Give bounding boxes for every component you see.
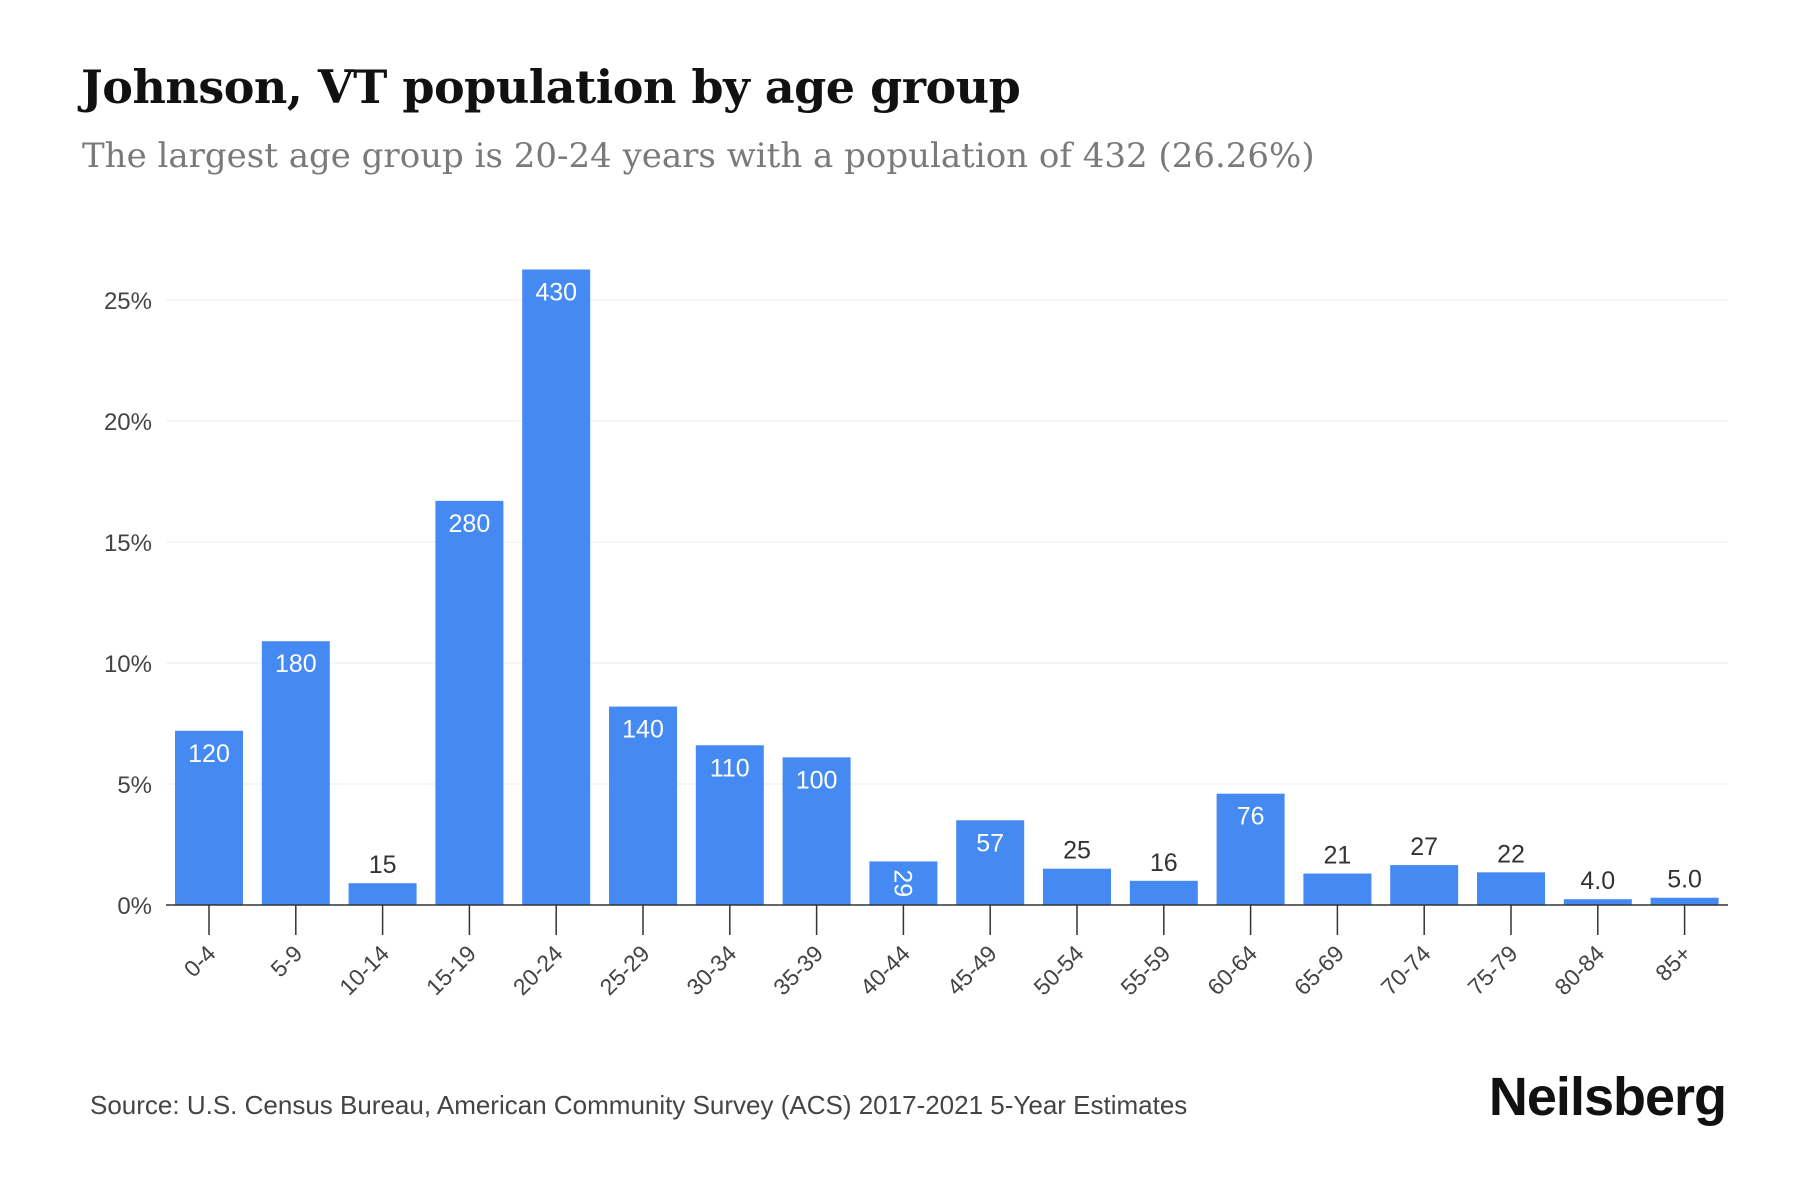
data-label: 27: [1410, 833, 1438, 861]
bar-20-24: [522, 269, 591, 905]
y-tick-label: 15%: [104, 530, 152, 557]
bar-75-79: [1477, 872, 1545, 905]
bar-0-4: [175, 730, 243, 905]
bar-5-9: [261, 641, 330, 905]
data-label: 110: [710, 754, 750, 782]
x-tick-label: 35-39: [768, 940, 828, 1000]
bar-50-54: [1043, 868, 1111, 905]
data-label: 4.0: [1580, 867, 1615, 895]
bar-85+: [1650, 897, 1719, 905]
data-label: 25: [1063, 837, 1091, 865]
data-label: 76: [1237, 803, 1265, 831]
y-axis-ticks: 0% 5% 10% 15% 20% 25%: [104, 288, 152, 920]
data-label: 57: [976, 829, 1004, 857]
x-tick-label: 40-44: [855, 940, 915, 1000]
data-label: 140: [622, 716, 664, 744]
data-label: 280: [449, 510, 491, 538]
y-tick-label: 0%: [117, 893, 152, 920]
y-tick-label: 5%: [117, 772, 152, 799]
x-tick-label: 70-74: [1376, 940, 1436, 1000]
data-label: 120: [188, 740, 230, 768]
bar-45-49: [956, 820, 1025, 905]
x-tick-label: 50-54: [1029, 940, 1089, 1000]
data-label: 15: [369, 851, 397, 879]
chart-subtitle: The largest age group is 20-24 years wit…: [82, 136, 1315, 176]
source-note: Source: U.S. Census Bureau, American Com…: [90, 1090, 1188, 1120]
x-tick-label: 30-34: [681, 940, 741, 1000]
bar-35-39: [782, 757, 851, 905]
data-label: 180: [275, 650, 317, 678]
x-tick-label: 55-59: [1115, 940, 1175, 1000]
bar-30-34: [695, 745, 764, 905]
data-label: 430: [535, 279, 577, 307]
bar-40-44: [869, 861, 938, 905]
x-tick-label: 85+: [1650, 940, 1696, 986]
bar-25-29: [609, 706, 677, 905]
bar-15-19: [435, 500, 504, 905]
bar-80-84: [1563, 899, 1632, 905]
x-tick-label: 45-49: [942, 940, 1002, 1000]
brand-logo: Neilsberg: [1488, 1067, 1727, 1127]
data-label: 5.0: [1667, 866, 1702, 894]
x-axis-ticks: 0-4 5-9 10-14 15-19 20-24 25-29 30-34 35-39 40-4…: [179, 905, 1696, 1000]
bar-55-59: [1129, 880, 1198, 905]
x-tick-label: 5-9: [265, 940, 307, 982]
data-label: 100: [796, 766, 838, 794]
data-label: 29: [888, 869, 916, 897]
x-tick-label: 10-14: [334, 940, 394, 1000]
data-label: 16: [1150, 849, 1178, 877]
x-tick-label: 80-84: [1549, 940, 1609, 1000]
x-tick-label: 20-24: [508, 940, 568, 1000]
x-tick-label: 60-64: [1202, 940, 1262, 1000]
data-label: 21: [1323, 842, 1351, 870]
x-tick-label: 65-69: [1289, 940, 1349, 1000]
bar-65-69: [1303, 873, 1372, 905]
x-tick-label: 0-4: [179, 940, 221, 982]
y-tick-label: 20%: [104, 409, 152, 436]
x-tick-label: 25-29: [595, 940, 655, 1000]
grid-lines: [166, 299, 1728, 785]
bars: [175, 269, 1719, 905]
y-tick-label: 10%: [104, 651, 152, 678]
bar-60-64: [1216, 793, 1285, 905]
bar-10-14: [348, 883, 417, 905]
x-tick-label: 15-19: [421, 940, 481, 1000]
bar-70-74: [1390, 865, 1459, 905]
x-tick-label: 75-79: [1463, 940, 1523, 1000]
y-tick-label: 25%: [104, 288, 152, 315]
chart-title: Johnson, VT population by age group: [81, 60, 1021, 114]
data-labels: 120 180 15 280 430 140 110 100 29 57 25 16 76 21 27 22 4…: [188, 279, 1702, 898]
data-label: 22: [1497, 840, 1525, 868]
